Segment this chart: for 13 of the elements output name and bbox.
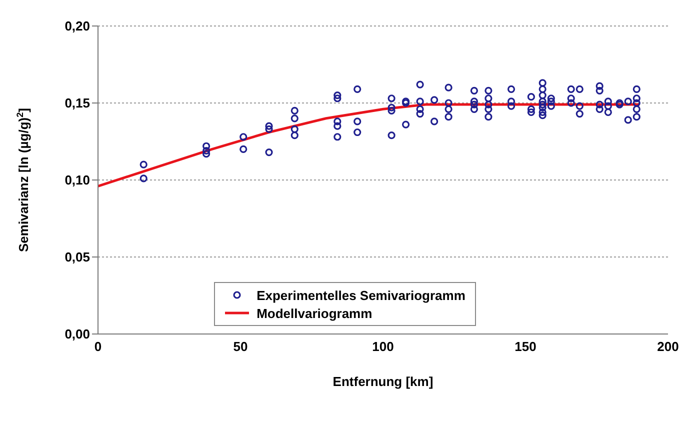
- x-tick-label: 200: [657, 339, 679, 354]
- y-tick-label: 0,00: [64, 326, 90, 342]
- x-axis-title: Entfernung [km]: [332, 374, 434, 389]
- x-tick-label: 150: [514, 339, 536, 354]
- x-tick-label: 100: [372, 339, 394, 354]
- y-tick-label: 0,10: [64, 172, 90, 188]
- y-tick-label: 0,15: [64, 96, 90, 111]
- y-tick-label: 0,20: [64, 18, 90, 34]
- y-tick-label: 0,05: [64, 250, 90, 265]
- x-tick-label: 50: [233, 339, 248, 354]
- x-tick-label: 0: [94, 339, 102, 354]
- legend-label: Modellvariogramm: [256, 306, 372, 320]
- legend-label: Experimentelles Semivariogramm: [256, 288, 466, 302]
